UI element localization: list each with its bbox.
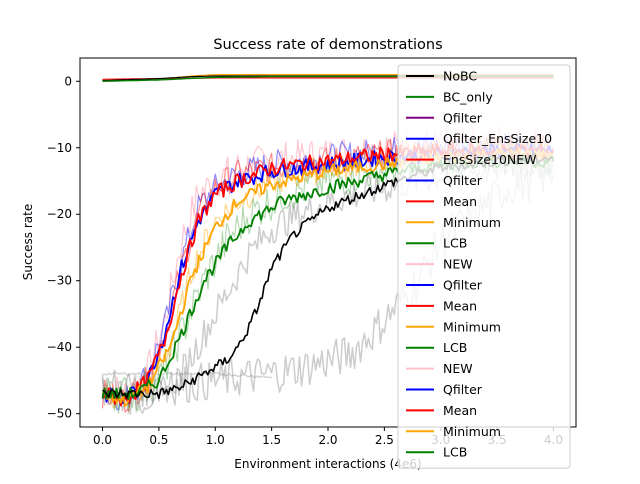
legend-label: Qfilter bbox=[443, 110, 483, 125]
legend-label: EnsSize10NEW bbox=[443, 152, 537, 167]
legend-label: Qfilter bbox=[443, 173, 483, 188]
x-tick-label: 1.0 bbox=[206, 433, 225, 447]
x-tick-label: 1.5 bbox=[262, 433, 281, 447]
y-tick-label: −30 bbox=[47, 274, 72, 288]
y-axis-label: Success rate bbox=[21, 204, 35, 281]
legend-label: Mean bbox=[443, 403, 477, 418]
y-axis: 0 −10 −20 −30 −40 −50 bbox=[47, 74, 80, 421]
legend-label: NEW bbox=[443, 361, 473, 376]
legend-box bbox=[397, 64, 571, 469]
x-tick-label: 0.0 bbox=[93, 433, 112, 447]
legend-label: NoBC bbox=[443, 69, 477, 84]
legend-label: LCB bbox=[443, 445, 467, 460]
y-tick-label: −50 bbox=[47, 407, 72, 421]
series-line-7 bbox=[102, 371, 272, 379]
x-axis-label: Environment interactions (4e6) bbox=[234, 457, 421, 471]
legend-label: Qfilter bbox=[443, 382, 483, 397]
y-tick-label: −10 bbox=[47, 141, 72, 155]
chart-title: Success rate of demonstrations bbox=[213, 37, 442, 53]
legend-label: Mean bbox=[443, 298, 477, 313]
y-tick-label: −20 bbox=[47, 207, 72, 221]
legend-label: Minimum bbox=[443, 319, 501, 334]
legend-label: Minimum bbox=[443, 424, 501, 439]
legend-label: LCB bbox=[443, 340, 467, 355]
y-tick-label: −40 bbox=[47, 340, 72, 354]
legend-label: NEW bbox=[443, 257, 473, 272]
legend-label: Qfilter bbox=[443, 278, 483, 293]
x-tick-label: 0.5 bbox=[149, 433, 168, 447]
legend: NoBC BC_only Qfilter Qfilter_EnsSize10 EnsSi… bbox=[397, 64, 571, 469]
x-tick-label: 2.0 bbox=[318, 433, 337, 447]
legend-label: BC_only bbox=[443, 89, 493, 104]
legend-label: LCB bbox=[443, 236, 467, 251]
x-tick-label: 2.5 bbox=[375, 433, 394, 447]
y-tick-label: 0 bbox=[64, 74, 72, 88]
legend-label: Mean bbox=[443, 194, 477, 209]
legend-label: Minimum bbox=[443, 215, 501, 230]
legend-label: Qfilter_EnsSize10 bbox=[443, 131, 552, 146]
